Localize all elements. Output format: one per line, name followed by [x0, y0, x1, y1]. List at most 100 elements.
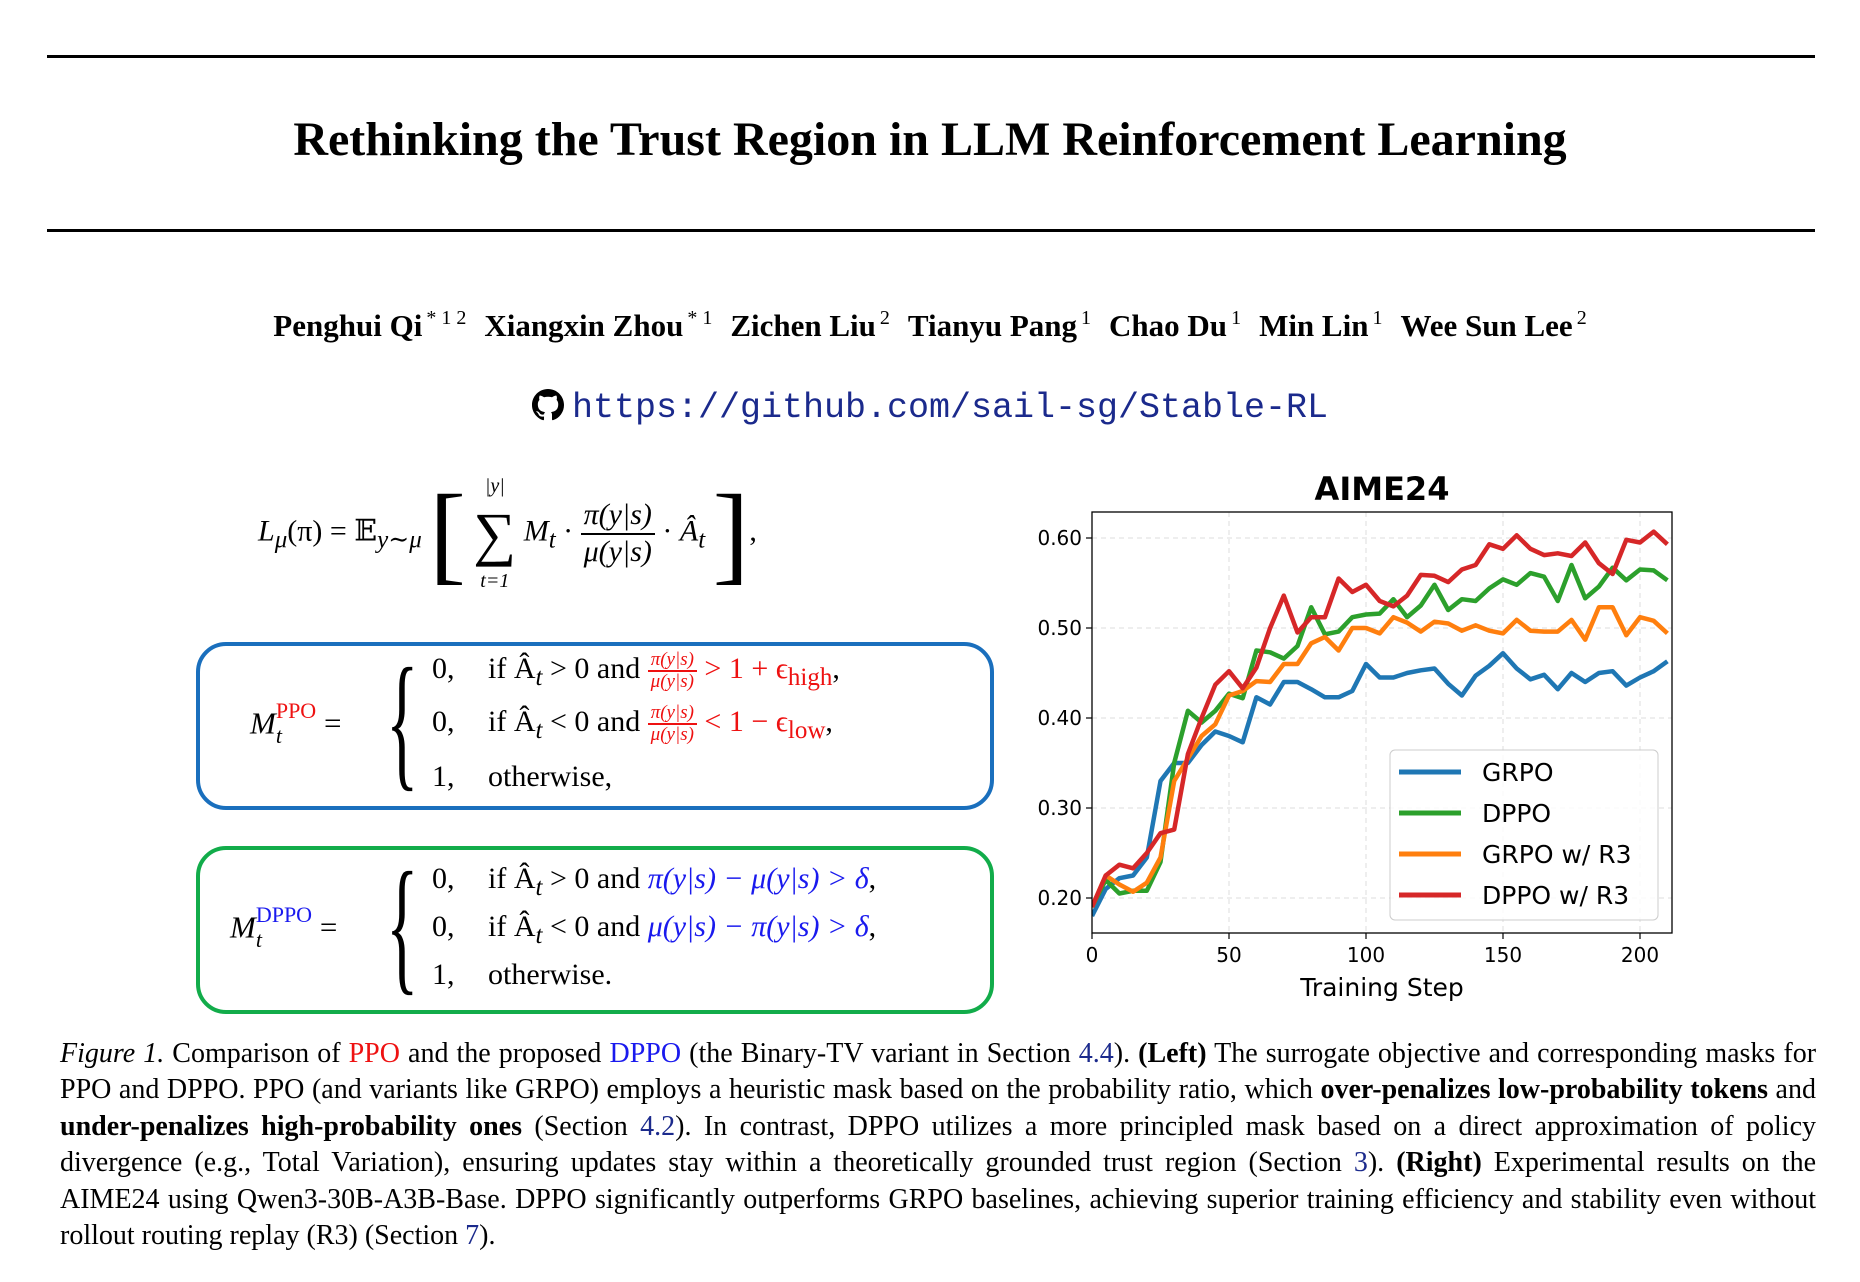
caption-text: ).	[479, 1220, 496, 1252]
caption-text: and the proposed	[399, 1038, 610, 1069]
caption-text: (Right)	[1396, 1147, 1482, 1179]
author-name: Min Lin	[1259, 308, 1369, 343]
author: Wee Sun Lee 2	[1400, 308, 1586, 343]
section-link[interactable]: 7	[465, 1220, 480, 1252]
author: Min Lin 1	[1259, 308, 1382, 343]
caption-text: ). In contrast, DPPO utilizes a more pri…	[60, 1110, 1817, 1179]
formula-adv: Â	[679, 514, 699, 548]
x-tick-label: 100	[1347, 943, 1385, 967]
ppo-label-m: M	[250, 705, 276, 741]
dppo-row-1: 0, if Ât > 0 and π(y|s) − μ(y|s) > δ,	[432, 862, 877, 901]
author-affiliation: 1	[1372, 307, 1383, 329]
dppo-row-2: 0, if Ât < 0 and μ(y|s) − π(y|s) > δ,	[432, 910, 877, 949]
dppo-mask-label: M DPPO t =	[230, 902, 338, 953]
y-tick-label: 0.50	[1037, 616, 1082, 640]
x-tick-label: 50	[1216, 943, 1241, 967]
github-icon	[531, 389, 564, 421]
y-tick-label: 0.30	[1037, 796, 1082, 820]
caption-text: ).	[1367, 1147, 1397, 1179]
author-name: Xiangxin Zhou	[484, 308, 684, 343]
caption-text: ).	[1113, 1038, 1139, 1069]
ppo-row-1: 0, if Ât > 0 and π(y|s) μ(y|s) > 1 + ϵhigh…	[432, 649, 840, 692]
ppo-mask-box	[196, 642, 994, 810]
dppo-label-scripts: DPPO t	[256, 902, 312, 953]
ppo-mask-label: M PPO t =	[250, 698, 342, 749]
caption-text: Comparison of	[164, 1038, 349, 1069]
formula-lhs-arg: (π) = 𝔼	[287, 514, 378, 548]
author-affiliation: 1	[1081, 307, 1092, 329]
formula-lhs: L	[258, 514, 275, 548]
ppo-label-scripts: PPO t	[276, 698, 316, 749]
legend-label: DPPO	[1482, 799, 1551, 828]
dppo-label-m: M	[230, 909, 256, 945]
left-bracket: [	[429, 472, 466, 594]
ratio-den: μ(y|s)	[583, 534, 652, 568]
github-link[interactable]: https://github.com/sail-sg/Stable-RL	[0, 388, 1860, 428]
github-url[interactable]: https://github.com/sail-sg/Stable-RL	[571, 388, 1329, 428]
legend-label: GRPO w/ R3	[1482, 840, 1632, 869]
right-bracket: ]	[712, 472, 750, 594]
legend-label: GRPO	[1482, 758, 1554, 787]
bottom-rule	[47, 229, 1815, 232]
chart-title: AIME24	[1315, 470, 1450, 508]
author-name: Wee Sun Lee	[1400, 308, 1573, 343]
ppo-brace: {	[386, 638, 419, 804]
dppo-label-sup: DPPO	[255, 902, 313, 927]
author-affiliation: 1	[1231, 307, 1242, 329]
formula-lhs-sub: μ	[274, 526, 288, 554]
author: Penghui Qi * 1 2	[273, 308, 466, 343]
aime24-chart: 0 50 100 150 200 0.20 0.30 0.40 0.50 0.60 AIME24 Tr…	[1037, 470, 1673, 1002]
author-affiliation: * 1	[687, 307, 713, 329]
ppo-label-sub: t	[275, 723, 282, 749]
author-affiliation: 2	[1576, 307, 1587, 329]
dppo-row-3: 1, otherwise.	[432, 958, 613, 991]
figure-caption: Figure 1. Comparison of PPO and the prop…	[60, 1036, 1816, 1254]
y-tick-label: 0.20	[1037, 886, 1082, 910]
sum-top: |y|	[484, 474, 505, 497]
ppo-row-2: 0, if Ât < 0 and π(y|s) μ(y|s) < 1 − ϵlow,	[432, 702, 833, 745]
caption-text: under-penalizes high-probability ones	[60, 1110, 522, 1142]
caption-text: The surrogate objective and correspondin…	[60, 1038, 1817, 1106]
y-tick-label: 0.40	[1037, 706, 1082, 730]
author-list: Penghui Qi * 1 2 Xiangxin Zhou * 1 Zichen Li…	[0, 308, 1860, 344]
author-name: Penghui Qi	[273, 308, 423, 343]
dppo-mask-box	[196, 846, 994, 1014]
plot-frame	[1091, 511, 1673, 934]
caption-text: Figure 1.	[60, 1038, 165, 1069]
ratio-fraction: π(y|s) μ(y|s)	[580, 498, 655, 569]
formula-mt-sub: t	[548, 526, 556, 554]
formula-exp-sub: y∼μ	[377, 526, 422, 554]
author: Chao Du 1	[1109, 308, 1241, 343]
section-link[interactable]: 4.4	[1078, 1038, 1114, 1069]
author: Xiangxin Zhou * 1	[484, 308, 712, 343]
x-tick-label: 150	[1484, 943, 1522, 967]
caption-text: PPO	[348, 1038, 400, 1069]
ppo-label-sup: PPO	[275, 698, 317, 723]
caption-text: Experimental results on the AIME24 using…	[60, 1147, 1817, 1252]
x-tick-label: 0	[1086, 943, 1099, 967]
objective-formula: Lμ(π) = 𝔼y∼μ [ |y| ∑ t=1 Mt · π(y|s) μ(y|s)…	[258, 472, 757, 594]
author-affiliation: 2	[879, 307, 890, 329]
caption-text: (Left)	[1138, 1038, 1207, 1069]
section-link[interactable]: 3	[1353, 1147, 1368, 1179]
author: Zichen Liu 2	[730, 308, 890, 343]
author-name: Zichen Liu	[730, 308, 876, 343]
section-link[interactable]: 4.2	[640, 1110, 676, 1142]
ppo-row-3: 1, otherwise,	[432, 760, 613, 793]
legend-box	[1389, 749, 1659, 921]
formula-adv-sub: t	[698, 526, 706, 554]
author-affiliation: * 1 2	[426, 307, 467, 329]
sum-operator: |y| ∑ t=1	[473, 475, 516, 593]
x-axis-label: Training Step	[1299, 973, 1464, 1002]
dppo-label-sub: t	[255, 927, 262, 953]
caption-text: and	[1768, 1074, 1816, 1106]
legend-label: DPPO w/ R3	[1482, 881, 1629, 910]
caption-text: (Section	[522, 1110, 641, 1142]
author-name: Chao Du	[1109, 308, 1228, 343]
paper-title: Rethinking the Trust Region in LLM Reinf…	[293, 113, 1567, 166]
caption-text: (the Binary-TV variant in Section	[681, 1038, 1079, 1069]
dppo-brace: {	[386, 842, 419, 1008]
caption-text: over-penalizes low-probability tokens	[1320, 1074, 1768, 1106]
formula-tail: ,	[749, 514, 757, 548]
formula-mt: M	[523, 514, 549, 548]
